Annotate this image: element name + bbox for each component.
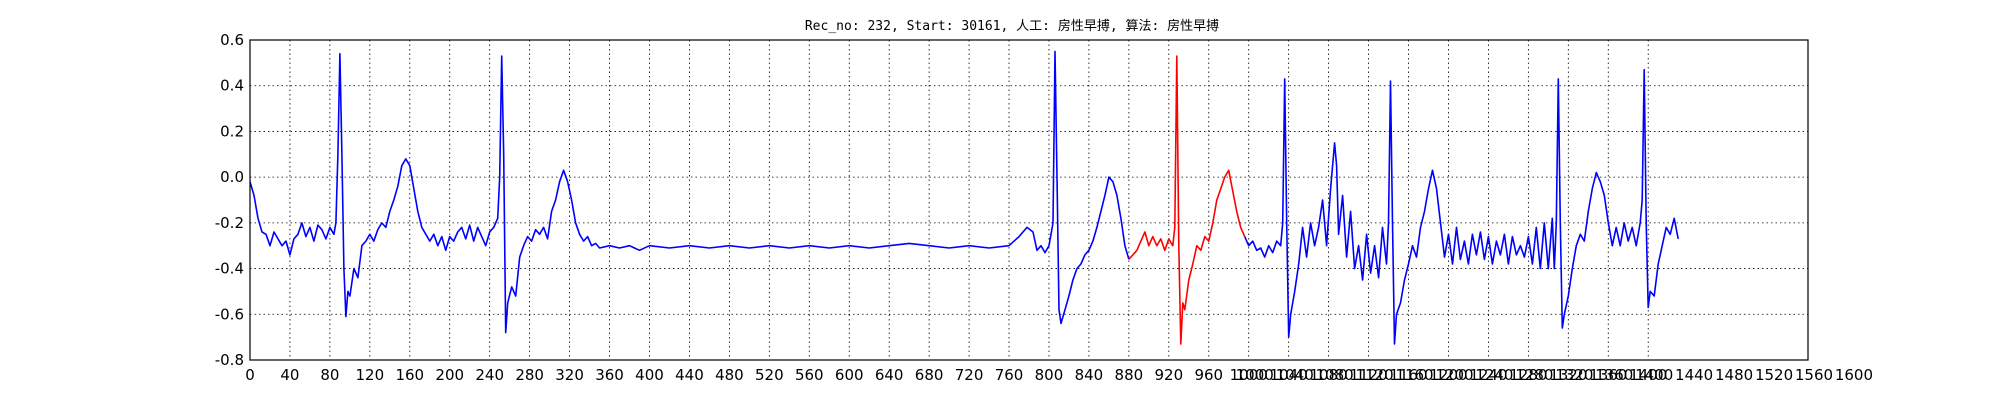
y-tick-label: 0.4 bbox=[220, 77, 244, 95]
x-tick-label: 520 bbox=[755, 366, 784, 384]
x-tick-label: 40 bbox=[280, 366, 299, 384]
x-tick-label-overlap: 1520 bbox=[1755, 366, 1793, 384]
x-tick-label: 400 bbox=[635, 366, 664, 384]
x-tick-label: 880 bbox=[1115, 366, 1144, 384]
x-tick-label-overlap: 1600 bbox=[1835, 366, 1873, 384]
x-tick-label: 360 bbox=[595, 366, 624, 384]
x-tick-label: 600 bbox=[835, 366, 864, 384]
x-tick-label: 920 bbox=[1155, 366, 1184, 384]
x-tick-label: 1280 bbox=[1509, 366, 1547, 384]
x-tick-label: 960 bbox=[1194, 366, 1223, 384]
y-tick-label: -0.2 bbox=[215, 214, 244, 232]
x-tick-label: 440 bbox=[675, 366, 704, 384]
x-tick-label-overlap: 1480 bbox=[1715, 366, 1753, 384]
x-tick-label-overlap: 1320 bbox=[1555, 366, 1593, 384]
x-tick-label: 840 bbox=[1075, 366, 1104, 384]
x-tick-label: 320 bbox=[555, 366, 584, 384]
x-tick-label-overlap: 1120 bbox=[1355, 366, 1393, 384]
ecg-trace bbox=[249, 50, 1130, 334]
x-tick-label-overlap: 1400 bbox=[1635, 366, 1673, 384]
x-tick-label-overlap: 1040 bbox=[1276, 366, 1314, 384]
x-tick-label: 1400 bbox=[1629, 366, 1667, 384]
x-tick-label: 480 bbox=[715, 366, 744, 384]
grid bbox=[250, 40, 1808, 360]
x-tick-label: 80 bbox=[320, 366, 339, 384]
y-tick-label: -0.4 bbox=[215, 260, 244, 278]
x-tick-label-overlap: 1080 bbox=[1316, 366, 1354, 384]
x-tick-label: 1320 bbox=[1549, 366, 1587, 384]
x-tick-label: 1160 bbox=[1389, 366, 1427, 384]
x-tick-label-overlap: 1560 bbox=[1795, 366, 1833, 384]
x-tick-label: 720 bbox=[955, 366, 984, 384]
x-tick-label: 1000 bbox=[1230, 366, 1268, 384]
y-axis-ticks: -0.8 -0.6 -0.4 -0.2 0.0 0.2 0.4 0.6 bbox=[215, 31, 244, 369]
x-tick-label: 640 bbox=[875, 366, 904, 384]
x-tick-label: 240 bbox=[475, 366, 504, 384]
x-tick-label: 1360 bbox=[1589, 366, 1627, 384]
y-tick-label: 0.6 bbox=[220, 31, 244, 49]
x-tick-label: 560 bbox=[795, 366, 824, 384]
x-tick-label-overlap: 1240 bbox=[1475, 366, 1513, 384]
x-tick-label: 200 bbox=[435, 366, 464, 384]
x-tick-label-overlap: 1200 bbox=[1435, 366, 1473, 384]
x-tick-label-overlap: 1440 bbox=[1675, 366, 1713, 384]
x-tick-label: 1080 bbox=[1310, 366, 1348, 384]
y-tick-label: -0.8 bbox=[215, 351, 244, 369]
x-tick-label: 760 bbox=[995, 366, 1024, 384]
y-tick-label: -0.6 bbox=[215, 305, 244, 323]
x-tick-label: 160 bbox=[395, 366, 424, 384]
x-tick-label: 1240 bbox=[1469, 366, 1507, 384]
x-tick-label: 280 bbox=[515, 366, 544, 384]
x-tick-label-overlap: 1280 bbox=[1515, 366, 1553, 384]
chart-title: Rec_no: 232, Start: 30161, 人工: 房性早搏, 算法:… bbox=[805, 18, 1219, 34]
y-tick-label: 0.2 bbox=[220, 122, 244, 140]
x-tick-label: 800 bbox=[1035, 366, 1064, 384]
y-tick-label: 0.0 bbox=[220, 168, 244, 186]
x-tick-label: 1200 bbox=[1429, 366, 1467, 384]
x-tick-label-overlap: 1360 bbox=[1595, 366, 1633, 384]
x-tick-label-overlap: 1000 bbox=[1236, 366, 1274, 384]
ecg-trace bbox=[1128, 55, 1246, 345]
plot-frame bbox=[249, 39, 1809, 361]
x-tick-label: 1120 bbox=[1349, 366, 1387, 384]
x-axis-ticks: 0 40 80 120 160 200 240 280 320 360 400 440 480 520 56… bbox=[245, 366, 1873, 384]
x-tick-label: 120 bbox=[356, 366, 385, 384]
series-layer bbox=[249, 50, 1679, 345]
x-tick-label: 680 bbox=[915, 366, 944, 384]
ecg-trace bbox=[1243, 68, 1679, 345]
x-tick-label: 1040 bbox=[1270, 366, 1308, 384]
x-tick-label-overlap: 1160 bbox=[1395, 366, 1433, 384]
x-tick-label: 0 bbox=[245, 366, 255, 384]
